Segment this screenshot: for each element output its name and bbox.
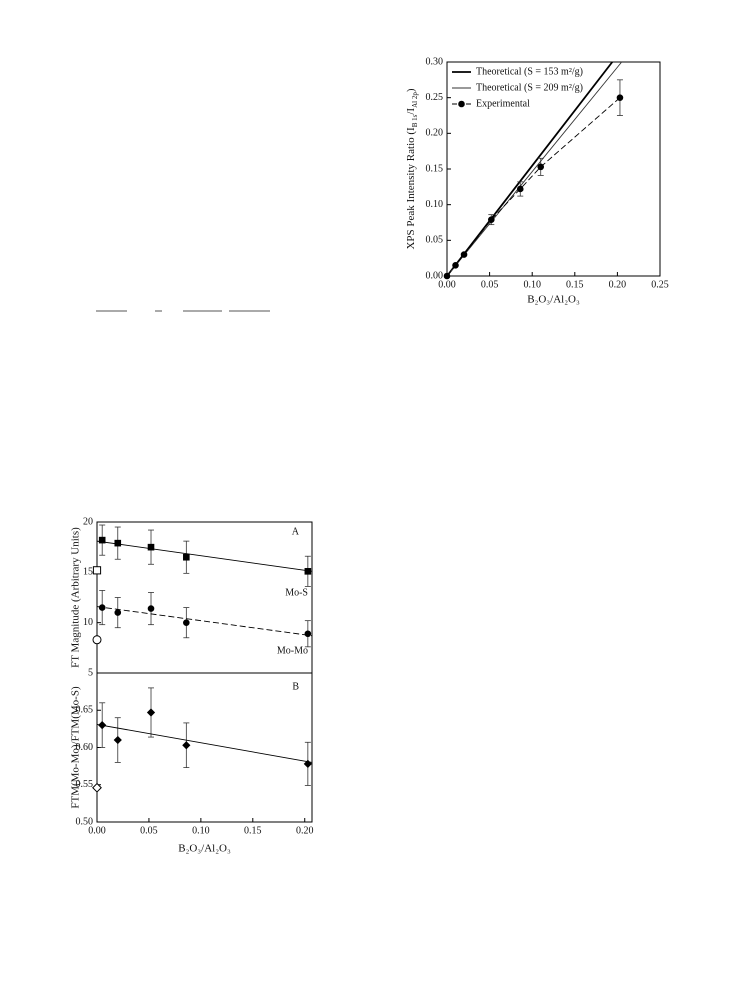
label-part: /I: [405, 108, 417, 115]
series-line: [96, 723, 313, 763]
y-tick-label: 0.00: [426, 270, 444, 281]
x-tick-label: 0.20: [609, 279, 627, 290]
subscript: Al 2p: [411, 92, 419, 108]
x-tick-label: 0.05: [140, 825, 158, 836]
y-tick-label: 0.15: [426, 163, 444, 174]
plot-frame: [446, 61, 661, 277]
marker: [92, 782, 102, 793]
y-tick-label: 0.30: [426, 56, 444, 67]
marker: [183, 553, 190, 561]
marker: [516, 185, 524, 193]
legend-label: Theoretical (S = 153 m²/g): [476, 66, 583, 77]
series-line: [446, 61, 614, 277]
annotation: Mo-S: [285, 587, 308, 598]
series-line: [96, 606, 313, 637]
legend-entry: Theoretical (S = 153 m²/g): [452, 66, 583, 77]
marker: [146, 708, 156, 717]
y-tick-label: 0.25: [426, 92, 444, 103]
y-tick-label: 0.10: [426, 199, 444, 210]
x-tick-label: 0.15: [566, 279, 584, 290]
marker: [114, 539, 122, 547]
legend-entry: Theoretical (S = 209 m²/g): [452, 82, 583, 93]
marker: [458, 100, 465, 108]
x-tick-label: 0.00: [88, 825, 106, 836]
marker: [460, 251, 468, 258]
x-axis-label: B₂O₃/Al₂O₃: [178, 843, 231, 855]
y-tick-label: 10: [83, 617, 93, 628]
y-axis-label: XPS Peak Intensity Ratio (IB 1s/IAl 2p): [405, 88, 419, 249]
y-tick-label: 0.55: [76, 779, 94, 790]
marker: [452, 262, 459, 269]
x-tick-label: 0.20: [296, 825, 314, 836]
marker: [304, 630, 312, 638]
annotation: A: [292, 526, 300, 537]
marker: [443, 272, 451, 280]
series-line: [446, 97, 621, 277]
y-axis-label: FTM(Mo-Mo)/FTM(Mo-S): [70, 686, 82, 809]
label-part: ): [405, 88, 417, 92]
marker: [183, 619, 190, 626]
y-tick-label: 0.50: [76, 816, 94, 827]
marker: [92, 635, 102, 645]
legend-entry: Experimental: [452, 98, 530, 109]
y-tick-label: 0.60: [76, 742, 94, 753]
y-tick-label: 0.05: [426, 235, 444, 246]
marker: [537, 163, 545, 171]
marker: [488, 216, 495, 223]
series-line: [96, 540, 313, 572]
legend-label: Experimental: [476, 98, 530, 109]
y-tick-label: 0.65: [76, 705, 94, 716]
marker: [114, 609, 122, 616]
plot-frame: [96, 672, 313, 823]
marker: [147, 605, 155, 612]
x-tick-label: 0.05: [481, 279, 499, 290]
legend-label: Theoretical (S = 209 m²/g): [476, 82, 583, 93]
x-tick-label: 0.10: [192, 825, 210, 836]
marker: [98, 536, 106, 544]
y-tick-label: 20: [83, 516, 93, 527]
marker: [616, 94, 624, 101]
y-tick-label: 15: [83, 567, 93, 578]
x-tick-label: 0.10: [523, 279, 541, 290]
series-line: [446, 61, 623, 277]
y-axis-label: FT Magnitude (Arbitrary Units): [70, 527, 82, 668]
subscript: B 1s: [411, 114, 419, 127]
x-tick-label: 0.15: [244, 825, 262, 836]
marker: [147, 543, 155, 551]
y-tick-label: 5: [88, 667, 93, 678]
annotation: B: [292, 681, 299, 692]
annotation: Mo-Mo: [277, 645, 308, 656]
marker: [92, 566, 102, 575]
x-tick-label: 0.25: [651, 279, 669, 290]
marker: [113, 735, 122, 745]
x-tick-label: 0.00: [438, 279, 456, 290]
x-axis-label: B₂O₃/Al₂O₃: [527, 294, 580, 306]
marker: [182, 741, 191, 750]
y-tick-label: 0.20: [426, 128, 444, 139]
label-part: XPS Peak Intensity Ratio (I: [405, 127, 417, 250]
